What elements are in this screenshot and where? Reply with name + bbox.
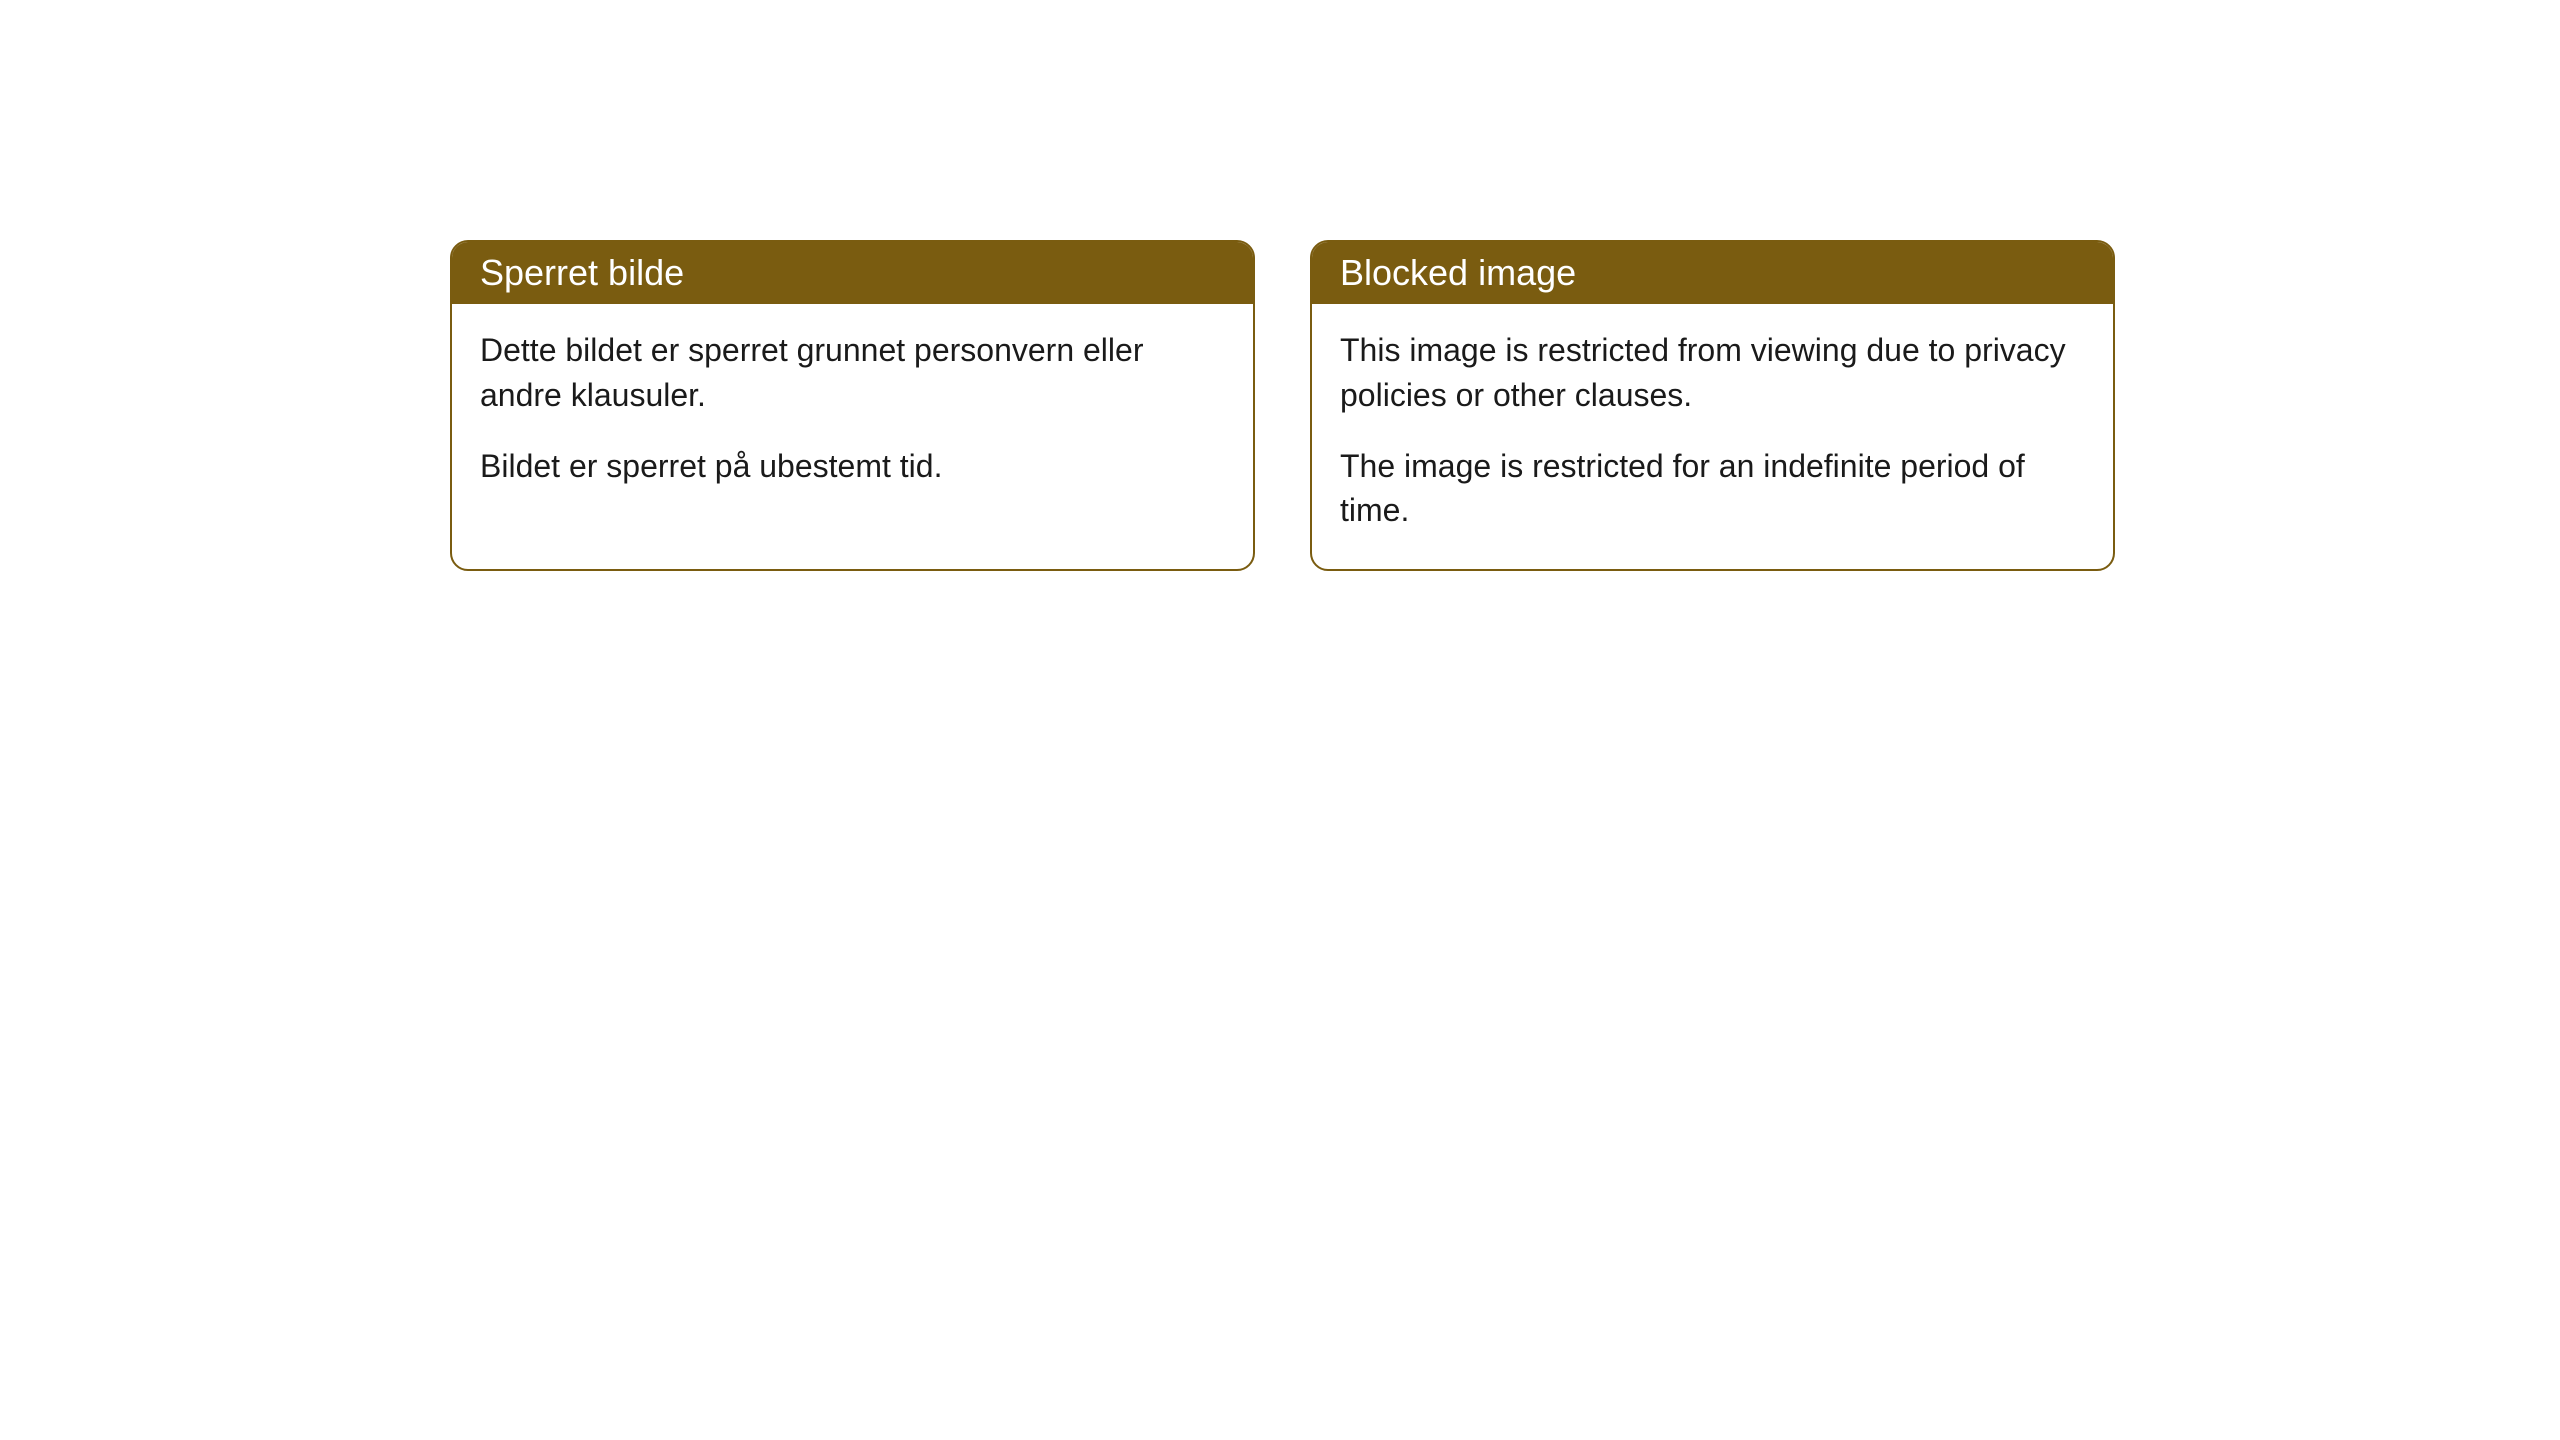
notice-paragraph: This image is restricted from viewing du… (1340, 328, 2085, 418)
notice-card-norwegian: Sperret bilde Dette bildet er sperret gr… (450, 240, 1255, 571)
notice-paragraph: Dette bildet er sperret grunnet personve… (480, 328, 1225, 418)
card-title: Sperret bilde (480, 252, 684, 293)
card-body: This image is restricted from viewing du… (1312, 304, 2113, 569)
card-title: Blocked image (1340, 252, 1576, 293)
notice-paragraph: Bildet er sperret på ubestemt tid. (480, 444, 1225, 489)
card-header: Sperret bilde (452, 242, 1253, 304)
card-header: Blocked image (1312, 242, 2113, 304)
notice-card-english: Blocked image This image is restricted f… (1310, 240, 2115, 571)
notice-paragraph: The image is restricted for an indefinit… (1340, 444, 2085, 534)
card-body: Dette bildet er sperret grunnet personve… (452, 304, 1253, 524)
notice-cards-container: Sperret bilde Dette bildet er sperret gr… (450, 240, 2560, 571)
